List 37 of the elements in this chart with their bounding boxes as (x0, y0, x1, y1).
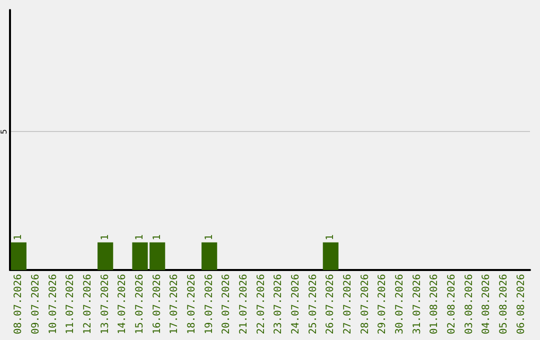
x-tick-label: 20.07.2026 (221, 274, 232, 334)
x-tick-label: 14.07.2026 (117, 274, 128, 334)
x-tick-label: 28.07.2026 (360, 274, 371, 334)
data-label: 1 (204, 234, 215, 240)
x-tick-label: 29.07.2026 (377, 274, 388, 334)
data-label: 1 (13, 234, 24, 240)
data-label: 1 (134, 234, 146, 240)
x-tick-label: 25.07.2026 (308, 274, 319, 334)
x-tick-label: 18.07.2026 (186, 274, 198, 334)
x-tick-label: 02.08.2026 (446, 274, 458, 334)
x-tick-label: 19.07.2026 (204, 274, 215, 334)
x-tick-label: 08.07.2026 (13, 274, 24, 334)
x-tick-label: 26.07.2026 (325, 274, 336, 334)
x-tick-label: 31.07.2026 (412, 274, 423, 334)
x-tick-label: 27.07.2026 (342, 274, 354, 334)
x-tick-label: 16.07.2026 (152, 274, 163, 334)
x-tick-label: 17.07.2026 (169, 274, 180, 334)
x-tick-label: 15.07.2026 (134, 274, 146, 334)
x-tick-label: 21.07.2026 (238, 274, 250, 334)
x-tick-label: 22.07.2026 (256, 274, 267, 334)
data-label: 1 (100, 234, 111, 240)
x-tick-label: 04.08.2026 (481, 274, 492, 334)
x-tick-label: 10.07.2026 (48, 274, 59, 334)
data-label: 1 (152, 234, 163, 240)
x-tick-label: 05.08.2026 (498, 274, 510, 334)
x-tick-label: 11.07.2026 (65, 274, 76, 334)
x-tick-label: 03.08.2026 (464, 274, 475, 334)
y-tick-label: 5 (0, 129, 8, 134)
x-tick-label: 23.07.2026 (273, 274, 284, 334)
x-tick-label: 13.07.2026 (100, 274, 111, 334)
x-tick-label: 09.07.2026 (30, 274, 42, 334)
x-tick-label: 12.07.2026 (82, 274, 94, 334)
x-tick-label: 24.07.2026 (290, 274, 302, 334)
x-tick-label: 06.08.2026 (516, 274, 527, 334)
data-label: 1 (325, 234, 336, 240)
x-tick-label: 30.07.2026 (394, 274, 406, 334)
x-tick-label: 01.08.2026 (429, 274, 440, 334)
